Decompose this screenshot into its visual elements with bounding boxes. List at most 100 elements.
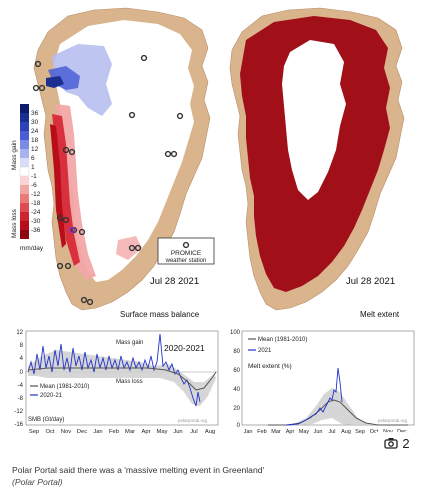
smb-mean-range-band bbox=[28, 350, 216, 406]
smb-mean-series bbox=[27, 367, 217, 391]
smb-color-legend: Mass gain Mass loss 36 30 24 18 12 6 1 -… bbox=[11, 104, 44, 252]
svg-text:Dec: Dec bbox=[77, 429, 87, 435]
svg-text:36: 36 bbox=[31, 110, 39, 117]
melt-chart-panel: 100 80 60 40 20 0 Mean (1981-2010) 2021 … bbox=[228, 326, 419, 440]
image-caption: Polar Portal said there was a 'massive m… bbox=[12, 464, 416, 488]
promice-marker bbox=[182, 241, 190, 249]
smb-map: PROMICE weather station Mass gain bbox=[11, 7, 215, 319]
smb-map-panel: PROMICE weather station Mass gain bbox=[8, 4, 226, 326]
svg-text:4: 4 bbox=[20, 356, 24, 362]
svg-text:Oct: Oct bbox=[370, 429, 379, 435]
svg-text:Jun: Jun bbox=[314, 429, 323, 435]
mass-loss-legend-label: Mass loss bbox=[11, 208, 18, 238]
smb-y-ticks: 12 8 4 0 -4 -8 -12 -16 bbox=[14, 330, 23, 428]
smb-mass-loss-label: Mass loss bbox=[116, 379, 143, 385]
svg-text:Mean (1981-2010): Mean (1981-2010) bbox=[40, 384, 89, 390]
gallery-count: 2 bbox=[402, 435, 410, 451]
svg-text:Feb: Feb bbox=[109, 429, 119, 435]
smb-y-label: SMB (Gt/day) bbox=[28, 417, 64, 423]
melt-mean-range-band bbox=[284, 388, 378, 425]
melt-map-title: Melt extent bbox=[360, 310, 400, 319]
svg-text:2020-21: 2020-21 bbox=[40, 393, 63, 399]
svg-text:Sep: Sep bbox=[29, 429, 39, 435]
svg-text:-36: -36 bbox=[31, 227, 41, 234]
smb-season-label: 2020-2021 bbox=[164, 343, 205, 353]
mass-gain-region bbox=[52, 44, 112, 116]
svg-text:40: 40 bbox=[233, 387, 240, 393]
svg-text:0: 0 bbox=[20, 370, 24, 376]
smb-chart-legend: Mean (1981-2010) 2020-21 bbox=[30, 384, 89, 399]
smb-mass-gain-label: Mass gain bbox=[116, 340, 143, 346]
svg-text:-12: -12 bbox=[14, 409, 23, 415]
svg-text:Aug: Aug bbox=[205, 429, 215, 435]
svg-text:Apr: Apr bbox=[286, 429, 295, 435]
svg-text:-8: -8 bbox=[18, 396, 24, 402]
svg-text:-1: -1 bbox=[31, 173, 37, 180]
melt-chart-legend: Mean (1981-2010) 2021 bbox=[248, 337, 307, 354]
svg-text:Mar: Mar bbox=[125, 429, 135, 435]
smb-watermark: polarportal.org bbox=[178, 418, 208, 423]
svg-text:100: 100 bbox=[230, 330, 241, 336]
svg-text:-24: -24 bbox=[31, 209, 41, 216]
svg-text:12: 12 bbox=[31, 146, 39, 153]
smb-map-date: Jul 28 2021 bbox=[150, 276, 199, 287]
svg-text:-30: -30 bbox=[31, 218, 41, 225]
svg-text:1: 1 bbox=[31, 164, 35, 171]
svg-text:80: 80 bbox=[233, 349, 240, 355]
svg-text:24: 24 bbox=[31, 128, 39, 135]
smb-chart-panel: 12 8 4 0 -4 -8 -12 -16 Mass gain Mass lo… bbox=[8, 326, 226, 440]
no-melt-interior bbox=[282, 40, 346, 200]
caption-credit: (Polar Portal) bbox=[12, 477, 63, 487]
melt-y-ticks: 100 80 60 40 20 0 bbox=[230, 330, 241, 429]
svg-text:Mar: Mar bbox=[271, 429, 281, 435]
svg-text:-4: -4 bbox=[18, 383, 24, 389]
legend-unit: mm/day bbox=[20, 245, 44, 252]
svg-text:May: May bbox=[157, 429, 168, 435]
svg-text:Jul: Jul bbox=[328, 429, 335, 435]
svg-text:60: 60 bbox=[233, 368, 240, 374]
melt-chart: 100 80 60 40 20 0 Mean (1981-2010) 2021 … bbox=[230, 330, 415, 435]
camera-icon bbox=[384, 438, 399, 449]
svg-text:Oct: Oct bbox=[45, 429, 54, 435]
svg-text:-12: -12 bbox=[31, 191, 41, 198]
svg-text:Apr: Apr bbox=[141, 429, 150, 435]
svg-text:Jul: Jul bbox=[190, 429, 197, 435]
smb-chart: 12 8 4 0 -4 -8 -12 -16 Mass gain Mass lo… bbox=[14, 330, 219, 435]
legend-ticks: 36 30 24 18 12 6 1 -1 -6 -12 -18 -24 -30… bbox=[31, 110, 41, 234]
melt-map-panel: Jul 28 2021 Melt extent bbox=[228, 4, 419, 326]
svg-text:Sep: Sep bbox=[355, 429, 365, 435]
svg-text:0: 0 bbox=[237, 423, 241, 429]
melt-watermark: polarportal.org bbox=[378, 418, 408, 423]
smb-2020-21-series bbox=[27, 333, 201, 407]
svg-text:6: 6 bbox=[31, 155, 35, 162]
smb-x-ticks: Sep Oct Nov Dec Jan Feb Mar Apr May Jun … bbox=[29, 429, 215, 435]
svg-text:-16: -16 bbox=[14, 422, 23, 428]
svg-text:30: 30 bbox=[31, 119, 39, 126]
svg-text:May: May bbox=[299, 429, 310, 435]
mass-gain-legend-label: Mass gain bbox=[11, 140, 18, 170]
gallery-badge[interactable]: 2 bbox=[376, 432, 418, 454]
svg-text:Aug: Aug bbox=[341, 429, 351, 435]
svg-text:Jan: Jan bbox=[244, 429, 253, 435]
figure[interactable]: PROMICE weather station Mass gain bbox=[8, 4, 419, 456]
svg-text:-6: -6 bbox=[31, 182, 37, 189]
promice-label: PROMICE bbox=[171, 250, 202, 257]
svg-text:Jun: Jun bbox=[173, 429, 182, 435]
weather-station-markers bbox=[32, 54, 184, 306]
svg-text:Nov: Nov bbox=[61, 429, 71, 435]
svg-text:2021: 2021 bbox=[258, 348, 272, 354]
svg-text:Jan: Jan bbox=[93, 429, 102, 435]
smb-map-title: Surface mass balance bbox=[120, 310, 200, 319]
caption-text: Polar Portal said there was a 'massive m… bbox=[12, 465, 265, 475]
melt-map-date: Jul 28 2021 bbox=[346, 276, 395, 287]
melt-map: Jul 28 2021 Melt extent bbox=[229, 7, 405, 319]
svg-text:8: 8 bbox=[20, 343, 24, 349]
svg-text:12: 12 bbox=[16, 330, 23, 336]
svg-text:Feb: Feb bbox=[257, 429, 266, 435]
svg-text:20: 20 bbox=[233, 406, 240, 412]
melt-2021-series bbox=[285, 367, 343, 426]
melt-y-label: Melt extent (%) bbox=[248, 363, 292, 370]
svg-text:18: 18 bbox=[31, 137, 39, 144]
svg-text:-18: -18 bbox=[31, 200, 41, 207]
promice-sublabel: weather station bbox=[165, 258, 207, 264]
